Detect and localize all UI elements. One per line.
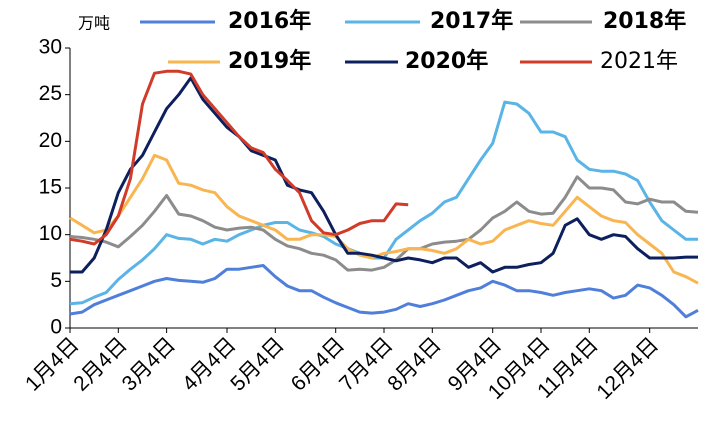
y-tick-label: 25	[39, 82, 62, 105]
series-line	[69, 264, 699, 319]
y-tick-label: 15	[39, 176, 62, 199]
y-tick-label: 5	[50, 269, 62, 292]
legend-label: 2021年	[600, 49, 678, 74]
y-tick-label: 10	[39, 222, 62, 245]
unit-label: 万吨	[78, 14, 110, 33]
y-tick-label: 0	[50, 316, 62, 339]
x-tick-label: 7月4日	[335, 333, 397, 395]
series-line	[69, 69, 409, 246]
x-tick-label: 2月4日	[69, 333, 131, 395]
series-line	[69, 175, 699, 272]
series-line	[69, 153, 699, 285]
y-tick-label: 30	[39, 36, 62, 59]
x-tick-label: 3月4日	[118, 333, 180, 395]
x-tick-label: 1月4日	[21, 333, 83, 395]
series-line	[69, 100, 698, 306]
x-tick-label: 8月4日	[383, 333, 445, 395]
x-tick-label: 12月4日	[592, 333, 663, 404]
legend-label: 2019年	[228, 48, 311, 74]
series-line	[70, 76, 698, 274]
legend-label: 2018年	[603, 8, 686, 34]
y-tick-label: 20	[39, 129, 62, 152]
legend-label: 2017年	[430, 8, 513, 34]
x-tick-label: 4月4日	[178, 333, 240, 395]
x-tick-label: 5月4日	[226, 333, 288, 395]
legend-label: 2020年	[405, 48, 488, 74]
legend-label: 2016年	[228, 8, 311, 34]
x-tick-label: 6月4日	[287, 333, 349, 395]
